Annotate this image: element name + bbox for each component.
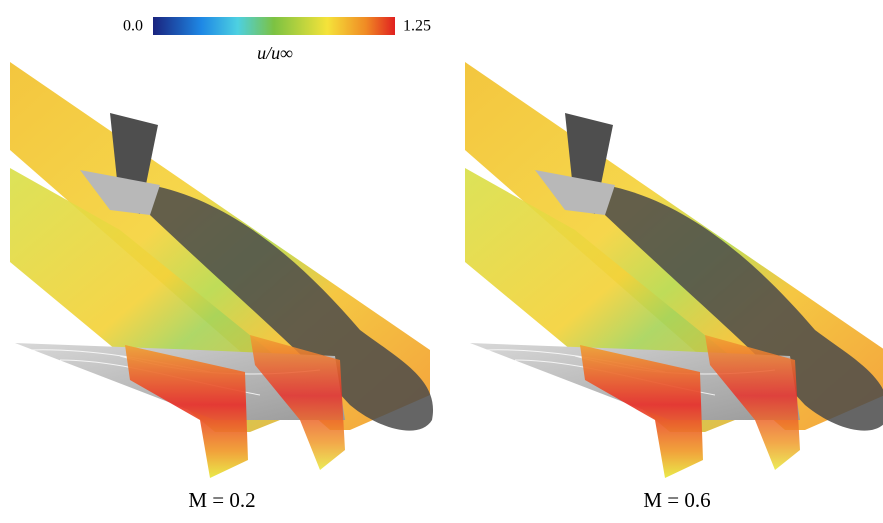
flow-visualization: [10, 62, 433, 478]
colorbar-title: u/u∞: [257, 43, 293, 63]
colorbar-min-label: 0.0: [123, 18, 143, 35]
panel-caption: M = 0.6: [643, 488, 710, 512]
panel-caption: M = 0.2: [188, 488, 255, 512]
colorbar: [153, 17, 395, 35]
flow-visualization: [465, 62, 883, 478]
colorbar-max-label: 1.25: [403, 18, 431, 35]
figure: 0.0 1.25 u/u∞ M = 0.2 M = 0.6: [0, 0, 883, 523]
